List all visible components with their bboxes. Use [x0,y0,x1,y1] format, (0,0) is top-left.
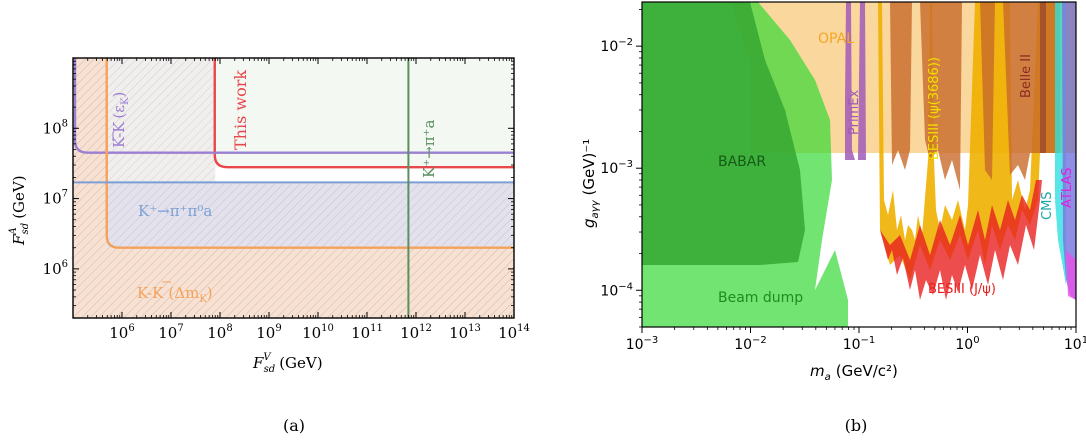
label-atlas: ATLAS [1060,167,1075,208]
x-tick-label: 1011 [351,323,383,342]
region-belle-ii [890,2,1060,190]
x-tick-label: 107 [158,323,183,342]
y-tick-label: 10−3 [600,159,633,177]
label-k-kbar-delta-mk: K-K (ΔmK) [137,284,213,305]
x-tick-label: 10−2 [734,335,767,353]
region-this-work-left [107,58,216,183]
x-tick-label: 10−1 [843,335,876,353]
label-k-kbar-epsilon: K-K(εK) [110,92,131,148]
y-tick-label: 108 [43,118,68,137]
region-atlas [1062,2,1076,300]
label-k-pi-a: K⁺→π⁺a [420,120,438,178]
panel-a-x-label: FV sd (GeV) [252,352,323,375]
x-tick-label: 100 [955,335,979,353]
panel-b-y-label: gaγγ(GeV)⁻¹ [580,139,601,228]
label-babar: BABAR [718,154,766,170]
panel-b-y-ticks: 10−4 10−3 10−2 [600,9,642,328]
panel-a-chart: 106 107 108 109 1010 1011 1012 1013 1014 1061071… [8,57,530,375]
y-tick-label: 106 [43,259,68,278]
panel-a-y-label: FAsd(GeV) [8,175,31,246]
x-tick-label: 10−3 [626,335,659,353]
curve-k-kbar-epsilon [73,58,514,154]
x-tick-label: 101 [1064,335,1086,353]
region-besiii-jpsi [880,180,1042,300]
x-tick-label: 108 [207,323,232,342]
label-belle-ii: Belle II [1019,54,1034,98]
region-delta-mk-bottom [73,247,514,318]
y-tick-label: 10−2 [600,37,633,55]
label-opal: OPAL [818,31,854,47]
panel-a-curves [73,58,514,318]
y-tick-label: 107 [43,189,68,208]
region-primex-2 [858,2,866,160]
region-k-pi-a [215,58,514,168]
x-tick-label: 1012 [400,323,432,342]
region-babar [642,2,805,265]
panel-b-regions [642,2,1076,327]
x-tick-label: 1013 [449,323,481,342]
panel-a-frame [72,57,515,319]
panel-b-x-ticks: 10−3 10−2 10−1 100 101 [626,327,1086,353]
y-tick-label: 10−4 [600,281,633,299]
curve-this-work [213,58,514,169]
x-tick-label: 106 [109,323,134,342]
panel-a-x-ticks: 106 107 108 109 1010 1011 1012 1013 1014 [87,58,530,342]
x-tick-label: 1014 [498,323,530,342]
label-primex: PrimEx [847,90,862,135]
panel-a-excluded-regions [73,58,514,318]
curve-k-kbar-delta-mk [105,58,514,249]
panel-b-x-label: ma (GeV/c²) [810,362,898,383]
panel-b-chart: 10−3 10−2 10−1 100 101 10−4 10−3 10−2 OPAL Pri… [580,1,1086,383]
label-beam-dump: Beam dump [718,290,803,306]
region-belle-ii-strip [1040,2,1046,153]
caption-b: (b) [845,416,868,435]
panel-a-y-ticks: 106 107 108 [43,60,514,319]
region-primex [845,2,855,160]
label-this-work: This work [231,70,250,150]
x-tick-label: 109 [256,323,281,342]
label-k-pi-pi0-a: K⁺→π⁺π⁰a [138,202,212,220]
label-besiii-jpsi: BESIII (J/ψ) [928,282,996,297]
caption-a: (a) [283,416,305,435]
region-k-pi-pi0-a [107,182,514,248]
region-atlas-pink [1066,250,1076,300]
x-tick-label: 1010 [302,323,334,342]
label-besiii-psi3686: BESIII (ψ(3686)) [927,57,942,160]
label-cms: CMS [1040,191,1055,220]
